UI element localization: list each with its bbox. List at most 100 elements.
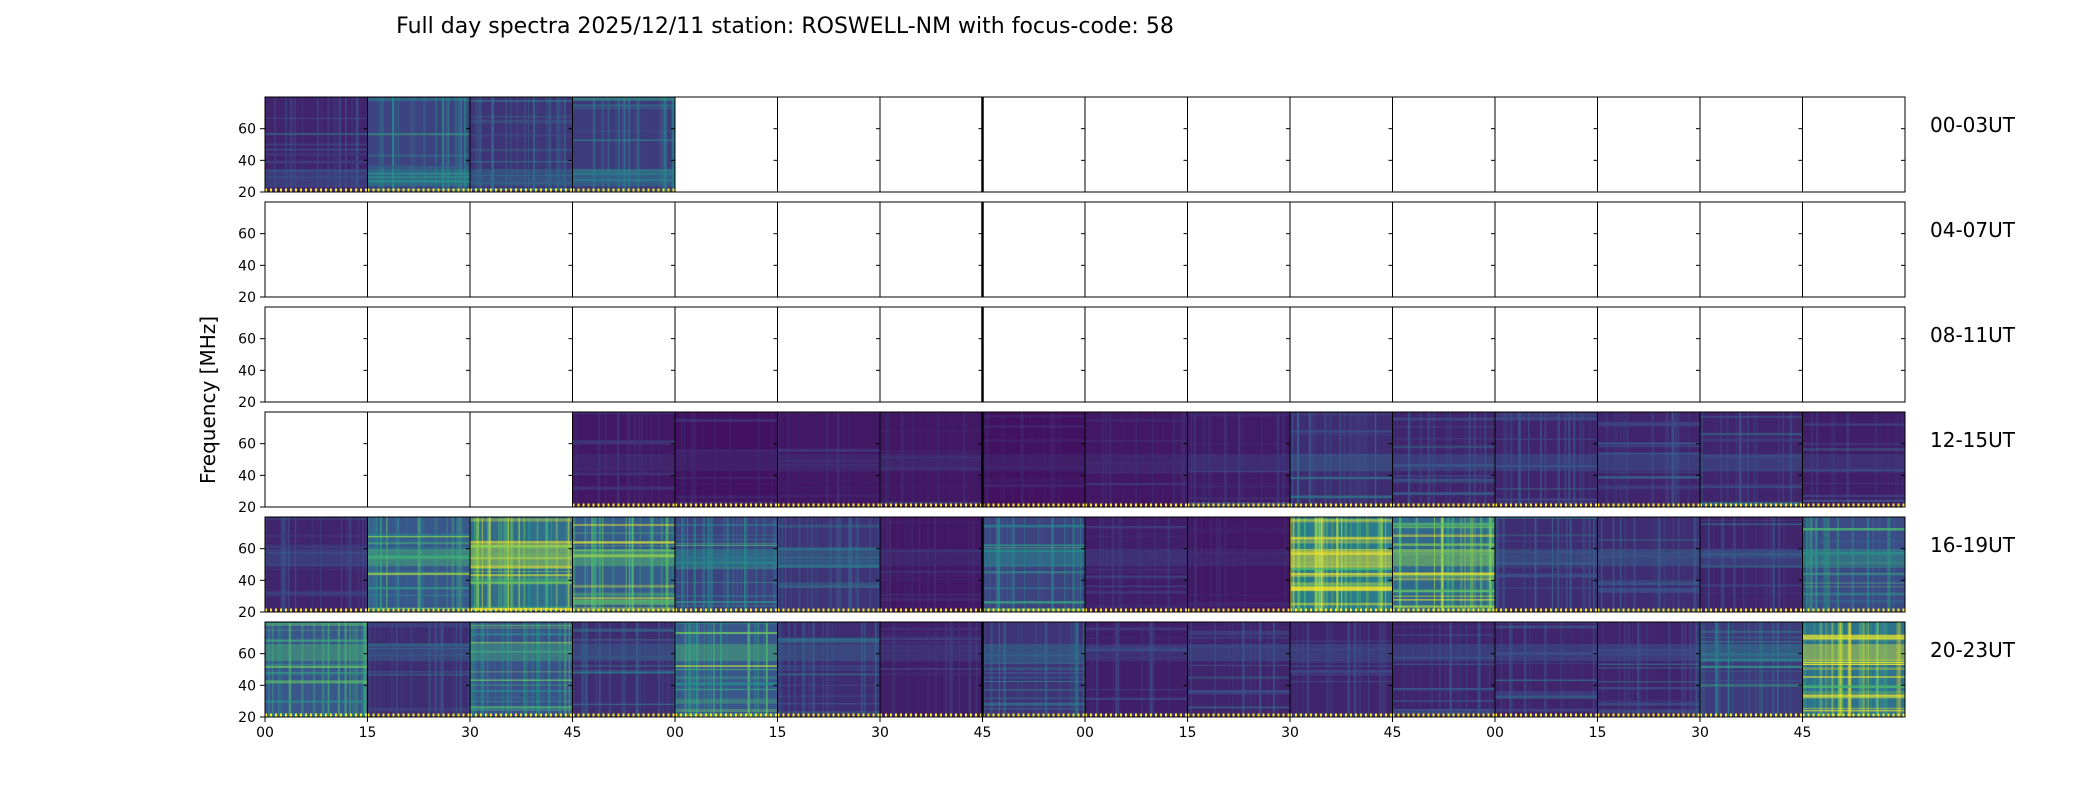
x-tick-label: 30: [461, 725, 479, 741]
spectra-row-0: 20 40 60 00-03UT: [238, 96, 2016, 201]
empty-panel: [1802, 97, 1905, 192]
empty-panel: [1290, 202, 1393, 297]
panel-border: [1802, 96, 1906, 193]
spectrum-panel: [777, 622, 880, 717]
empty-panel: [367, 202, 470, 297]
row-label: 20-23UT: [1930, 638, 2016, 662]
y-tick-label: 60: [238, 437, 256, 453]
spectrum-panel: [675, 412, 778, 507]
spectra-row-5: 20 40 60 20-23UT: [238, 621, 2016, 726]
empty-panel: [1597, 307, 1700, 402]
spectra-row-4: 20 40 60 16-19UT: [238, 516, 2016, 621]
y-axis-label: Frequency [MHz]: [196, 316, 220, 484]
spectrum-panel: [265, 97, 368, 192]
empty-panel: [1802, 202, 1905, 297]
spectrum-panel: [1700, 412, 1803, 507]
row-label: 08-11UT: [1930, 323, 2016, 347]
x-tick-label: 15: [1179, 725, 1197, 741]
spectrum-panel: [777, 412, 880, 507]
x-tick-label: 45: [1384, 725, 1402, 741]
spectrum-panel: [1700, 622, 1803, 717]
spectrum-panel: [367, 622, 470, 717]
empty-panel: [880, 97, 983, 192]
spectrum-panel: [1597, 622, 1700, 717]
y-tick-label: 20: [238, 395, 256, 411]
spectrum-panel: [880, 412, 983, 507]
spectrum-panel: [777, 517, 880, 612]
spectra-row-1: 20 40 60 04-07UT: [238, 201, 2016, 306]
row-label: 16-19UT: [1930, 533, 2016, 557]
empty-panel: [572, 202, 675, 297]
empty-panel: [1392, 307, 1495, 402]
spectrum-panel: [367, 97, 470, 192]
spectrum-panel: [1597, 412, 1700, 507]
x-tick-label: 45: [1794, 725, 1812, 741]
y-tick-label: 60: [238, 227, 256, 243]
x-tick-label: 30: [1691, 725, 1709, 741]
x-tick-label: 00: [666, 725, 684, 741]
y-tick-label: 40: [238, 678, 256, 694]
y-tick-label: 60: [238, 647, 256, 663]
y-tick-label: 20: [238, 185, 256, 201]
spectrum-panel: [1392, 412, 1495, 507]
x-tick-label: 15: [1589, 725, 1607, 741]
spectrum-panel: [1085, 517, 1188, 612]
spectrum-panel: [1187, 517, 1290, 612]
y-tick-label: 60: [238, 122, 256, 138]
empty-panel: [1187, 202, 1290, 297]
row-label: 12-15UT: [1930, 428, 2016, 452]
spectra-row-2: 20 40 60 08-11UT: [238, 306, 2016, 411]
empty-panel: [777, 202, 880, 297]
empty-panel: [470, 412, 573, 507]
spectrum-panel: [1187, 622, 1290, 717]
empty-panel: [1392, 202, 1495, 297]
empty-panel: [1495, 97, 1598, 192]
empty-panel: [1700, 97, 1803, 192]
spectrum-panel: [1495, 622, 1598, 717]
spectrum-panel: [880, 622, 983, 717]
spectrum-panel: [1290, 412, 1393, 507]
x-tick-label: 45: [564, 725, 582, 741]
empty-panel: [1495, 202, 1598, 297]
empty-panel: [1495, 307, 1598, 402]
x-tick-label: 00: [1486, 725, 1504, 741]
empty-panel: [675, 307, 778, 402]
panel-border: [1802, 306, 1906, 403]
spectrum-panel: [675, 622, 778, 717]
empty-panel: [982, 202, 1085, 297]
panel-border: [1802, 411, 1906, 508]
empty-panel: [265, 307, 368, 402]
empty-panel: [1085, 307, 1188, 402]
empty-panel: [1187, 97, 1290, 192]
spectrum-panel: [265, 622, 368, 717]
x-tick-label: 00: [1076, 725, 1094, 741]
empty-panel: [1700, 202, 1803, 297]
empty-panel: [265, 412, 368, 507]
spectra-row-3: 20 40 60 12-15UT: [238, 411, 2016, 516]
empty-panel: [1802, 307, 1905, 402]
empty-panel: [1392, 97, 1495, 192]
empty-panel: [1187, 307, 1290, 402]
spectrum-panel: [1392, 517, 1495, 612]
y-tick-label: 40: [238, 573, 256, 589]
y-tick-label: 40: [238, 153, 256, 169]
y-tick-label: 60: [238, 332, 256, 348]
spectrum-panel: [1290, 517, 1393, 612]
x-tick-label: 00: [256, 725, 274, 741]
empty-panel: [367, 412, 470, 507]
x-tick-label: 15: [769, 725, 787, 741]
spectrum-panel: [982, 412, 1085, 507]
row-label: 04-07UT: [1930, 218, 2016, 242]
empty-panel: [470, 202, 573, 297]
spectrum-panel: [1392, 622, 1495, 717]
spectrum-panel: [572, 622, 675, 717]
y-tick-label: 40: [238, 363, 256, 379]
spectrum-panel: [470, 517, 573, 612]
empty-panel: [1085, 202, 1188, 297]
spectrum-panel: [470, 97, 573, 192]
empty-panel: [777, 97, 880, 192]
empty-panel: [1700, 307, 1803, 402]
x-tick-label: 30: [1281, 725, 1299, 741]
panel-border: [1802, 201, 1906, 298]
